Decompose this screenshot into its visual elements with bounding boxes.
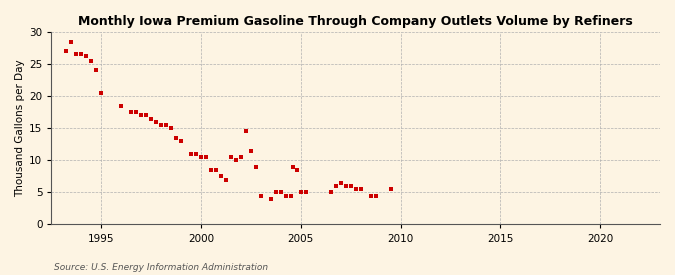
Point xyxy=(225,155,236,159)
Point xyxy=(81,54,92,59)
Point xyxy=(350,187,361,191)
Point xyxy=(371,193,381,198)
Point xyxy=(385,187,396,191)
Point xyxy=(161,123,171,127)
Point xyxy=(166,126,177,130)
Point xyxy=(325,190,336,195)
Point xyxy=(206,168,217,172)
Point xyxy=(300,190,311,195)
Title: Monthly Iowa Premium Gasoline Through Company Outlets Volume by Refiners: Monthly Iowa Premium Gasoline Through Co… xyxy=(78,15,633,28)
Point xyxy=(355,187,366,191)
Point xyxy=(171,136,182,140)
Point xyxy=(176,139,186,143)
Point xyxy=(346,184,356,188)
Point xyxy=(250,164,261,169)
Point xyxy=(126,110,136,114)
Point xyxy=(96,91,107,95)
Point xyxy=(256,193,267,198)
Point xyxy=(231,158,242,163)
Point xyxy=(215,174,226,178)
Point xyxy=(365,193,376,198)
Point xyxy=(91,68,102,73)
Point xyxy=(246,148,256,153)
Point xyxy=(186,152,196,156)
Point xyxy=(275,190,286,195)
Point xyxy=(76,52,87,57)
Point xyxy=(240,129,251,134)
Point xyxy=(141,113,152,118)
Point xyxy=(221,177,232,182)
Point xyxy=(136,113,146,118)
Point xyxy=(211,168,221,172)
Point xyxy=(335,181,346,185)
Point xyxy=(71,52,82,57)
Text: Source: U.S. Energy Information Administration: Source: U.S. Energy Information Administ… xyxy=(54,263,268,272)
Point xyxy=(281,193,292,198)
Point xyxy=(66,39,77,44)
Point xyxy=(340,184,351,188)
Point xyxy=(271,190,281,195)
Point xyxy=(131,110,142,114)
Point xyxy=(156,123,167,127)
Point xyxy=(151,120,161,124)
Point xyxy=(292,168,302,172)
Point xyxy=(200,155,211,159)
Point xyxy=(196,155,207,159)
Y-axis label: Thousand Gallons per Day: Thousand Gallons per Day xyxy=(15,59,25,197)
Point xyxy=(288,164,298,169)
Point xyxy=(191,152,202,156)
Point xyxy=(86,59,97,63)
Point xyxy=(146,116,157,121)
Point xyxy=(236,155,246,159)
Point xyxy=(265,197,276,201)
Point xyxy=(61,49,72,53)
Point xyxy=(330,184,341,188)
Point xyxy=(116,104,127,108)
Point xyxy=(286,193,296,198)
Point xyxy=(296,190,306,195)
